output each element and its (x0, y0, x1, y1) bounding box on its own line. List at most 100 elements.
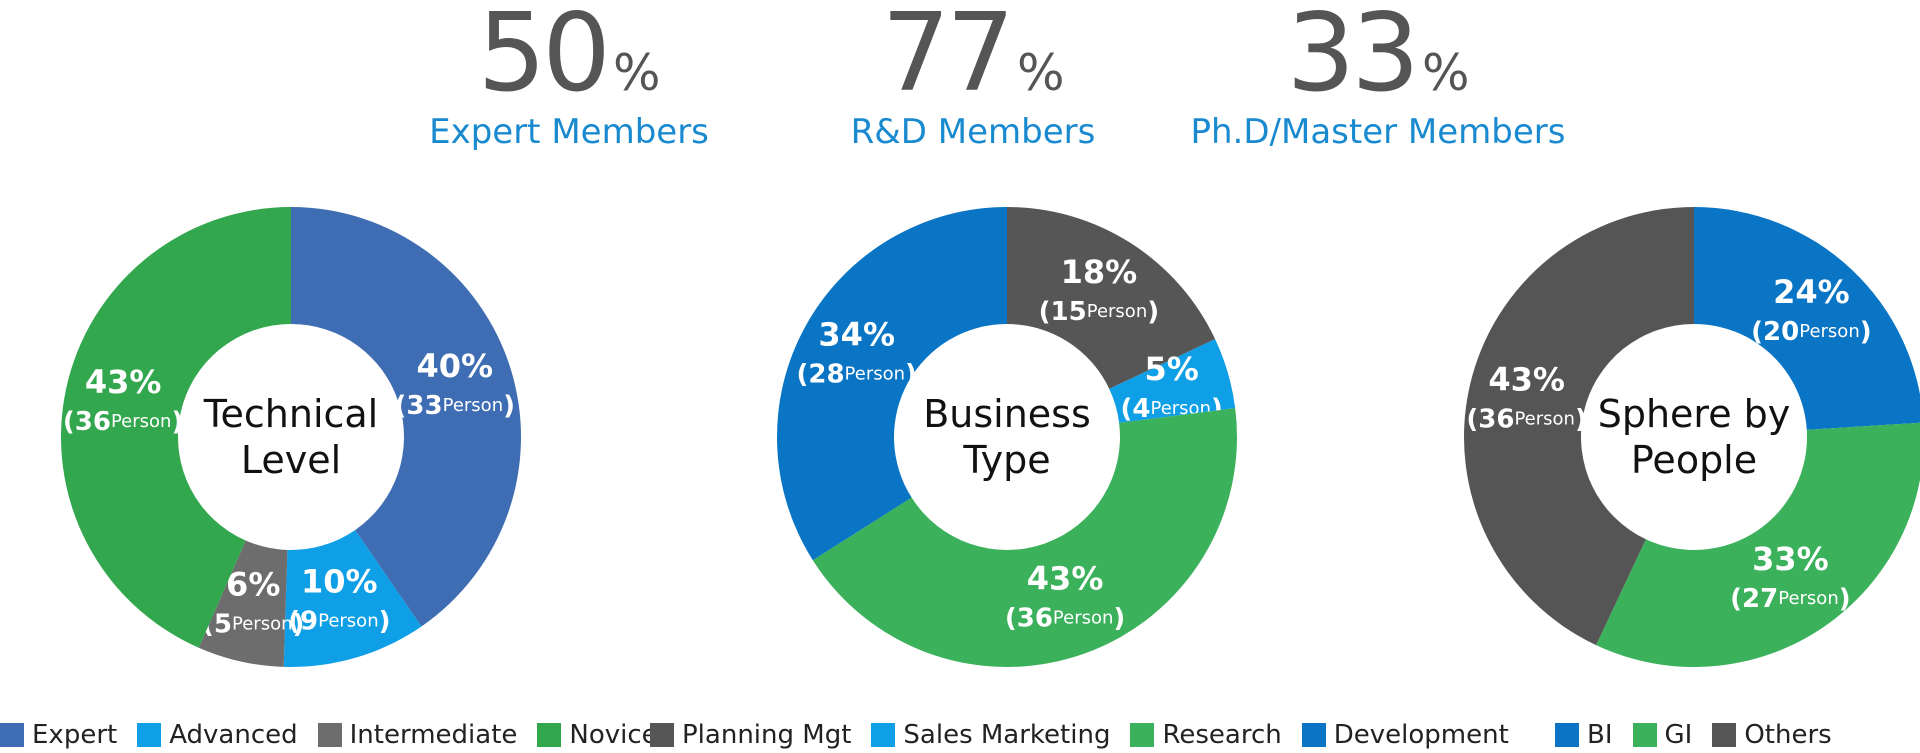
legend-swatch (0, 723, 24, 747)
donut-title: Technical Level (203, 392, 379, 482)
legend-item: GI (1632, 720, 1692, 750)
legend-item: Others (1712, 720, 1832, 750)
slice-percent: 5% (1145, 350, 1199, 388)
donut-slice (1007, 207, 1216, 389)
slice-count: (9Person) (288, 606, 390, 636)
legend-label: Others (1744, 720, 1832, 750)
stat-value: 77 (881, 0, 1015, 116)
stat-label: R&D Members (850, 112, 1096, 152)
count-open: ( (63, 406, 75, 436)
count-close: ) (1575, 404, 1587, 434)
slice-percent: 40% (416, 347, 493, 385)
legend-label: Sales Marketing (903, 720, 1111, 750)
count-open: ( (1005, 603, 1017, 633)
slice-count: (36Person) (1466, 404, 1586, 434)
legend-swatch (1555, 723, 1579, 747)
count-open: ( (796, 359, 808, 389)
slice-percent: 6% (226, 565, 280, 603)
donut-slice (776, 207, 1007, 561)
count-number: 36 (1017, 603, 1053, 633)
count-number: 28 (808, 359, 844, 389)
count-close: ) (1211, 394, 1223, 424)
slice-count: (36Person) (63, 406, 183, 436)
legend: Expert Advanced Intermediate Novice (0, 720, 658, 750)
count-open: ( (1466, 404, 1478, 434)
legend-swatch (650, 723, 674, 747)
legend-item: Research (1130, 720, 1282, 750)
legend-swatch (1301, 723, 1326, 747)
legend-item: BI (1555, 720, 1613, 750)
donut-slice (198, 540, 288, 667)
count-number: 9 (300, 606, 318, 636)
count-close: ) (293, 609, 305, 639)
stat: 33% Ph.D/Master Members (1168, 0, 1588, 152)
count-close: ) (1839, 583, 1851, 613)
count-number: 4 (1132, 394, 1150, 424)
stat-value-row: 50% (359, 0, 779, 108)
legend-label: Development (1333, 720, 1509, 750)
legend: Planning Mgt Sales Marketing Research Devel… (650, 720, 1509, 750)
count-unit: Person (443, 395, 504, 416)
legend-swatch (871, 723, 896, 747)
legend-swatch (317, 723, 342, 747)
legend-item: Advanced (137, 720, 298, 750)
slice-percent: 24% (1773, 273, 1850, 311)
donut-title: Business Type (923, 392, 1091, 482)
legend-item: Development (1301, 720, 1509, 750)
count-unit: Person (1514, 409, 1575, 430)
count-number: 33 (406, 391, 442, 421)
legend-label: Advanced (169, 720, 298, 750)
slice-count: (15Person) (1039, 297, 1159, 327)
slice-count: (28Person) (796, 359, 916, 389)
legend-swatch (1130, 723, 1155, 747)
stat-value-row: 33% (1168, 0, 1588, 108)
count-number: 36 (75, 406, 111, 436)
legend-swatch (1632, 723, 1657, 747)
slice-percent: 43% (1027, 559, 1104, 597)
legend-swatch (537, 723, 562, 747)
count-unit: Person (111, 411, 171, 432)
count-open: ( (1730, 583, 1742, 613)
stat-unit: % (612, 44, 661, 102)
count-close: ) (171, 406, 183, 436)
slice-percent: 43% (85, 363, 162, 401)
legend-item: Planning Mgt (650, 720, 851, 750)
count-open: ( (1751, 316, 1763, 346)
count-close: ) (503, 391, 515, 421)
legend-label: Intermediate (349, 720, 518, 750)
slice-count: (5Person) (202, 609, 304, 639)
count-number: 5 (214, 609, 232, 639)
legend-label: Planning Mgt (682, 720, 852, 750)
count-open: ( (1121, 394, 1133, 424)
stat-label: Expert Members (429, 112, 709, 152)
slice-percent: 18% (1061, 253, 1138, 291)
donut-slice (1463, 207, 1694, 646)
donut-slice (60, 207, 291, 648)
count-close: ) (1113, 603, 1125, 633)
donut-slice (1596, 422, 1920, 668)
slice-percent: 10% (301, 563, 378, 601)
count-unit: Person (845, 363, 906, 384)
count-unit: Person (1778, 588, 1839, 609)
legend-label: Novice (569, 720, 658, 750)
count-unit: Person (1087, 301, 1148, 322)
slice-count: (20Person) (1751, 316, 1871, 346)
stat-unit: % (1421, 44, 1470, 102)
legend: BI GI Others (1555, 720, 1832, 750)
count-number: 36 (1478, 404, 1514, 434)
legend-item: Expert (0, 720, 117, 750)
count-number: 27 (1742, 583, 1778, 613)
donut-slice (1694, 207, 1920, 430)
count-open: ( (288, 606, 300, 636)
slice-percent: 33% (1752, 540, 1829, 578)
donut-slice (1109, 339, 1236, 423)
count-close: ) (905, 359, 917, 389)
count-unit: Person (232, 613, 292, 634)
count-unit: Person (1053, 607, 1114, 628)
count-unit: Person (1799, 321, 1860, 342)
slice-percent: 43% (1488, 361, 1565, 399)
stat: 50% Expert Members (359, 0, 779, 152)
stat-unit: % (1016, 44, 1065, 102)
